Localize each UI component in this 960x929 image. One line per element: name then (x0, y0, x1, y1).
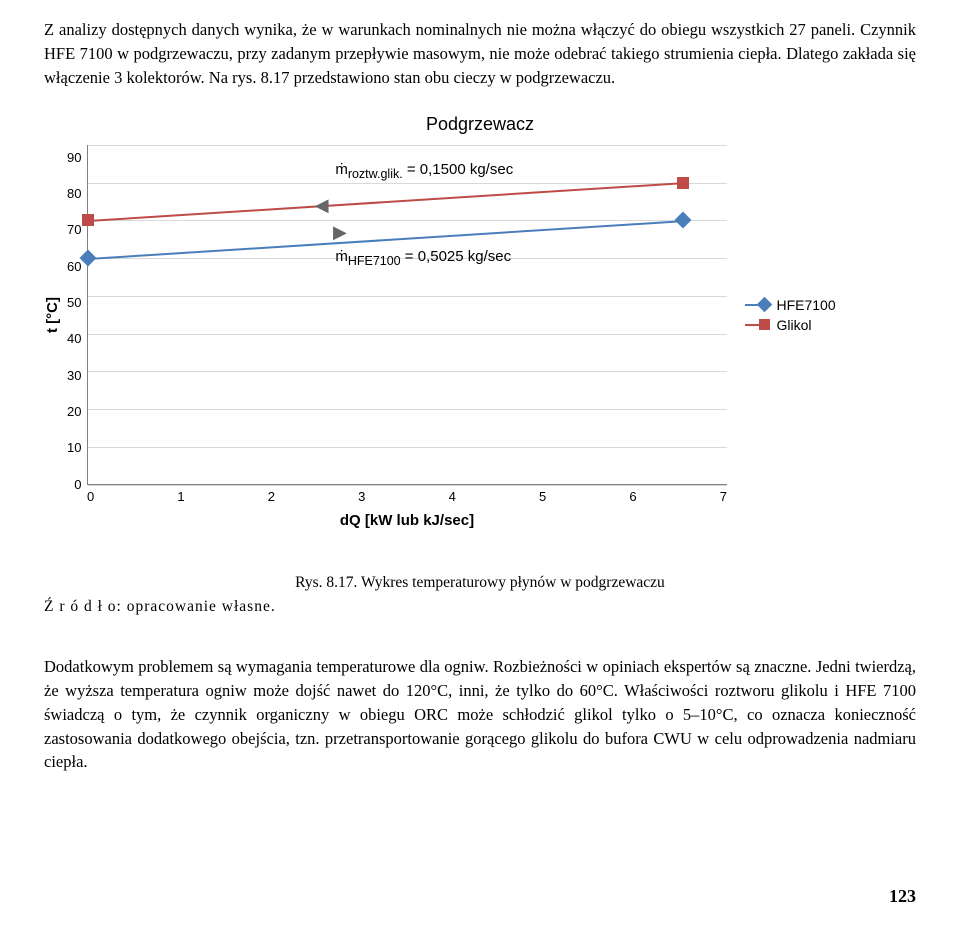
chart-yticks: 9080706050403020100 (67, 145, 81, 485)
chart-legend: HFE7100 Glikol (745, 293, 835, 337)
chart-xlabel: dQ [kW lub kJ/sec] (87, 512, 727, 529)
chart-series-line (88, 183, 682, 223)
chart-marker (674, 212, 691, 229)
legend-label: HFE7100 (776, 297, 835, 313)
chart-marker (82, 214, 94, 226)
figure-caption-block: Rys. 8.17. Wykres temperaturowy płynów w… (44, 571, 916, 619)
chart-container: Podgrzewacz t [°C] 9080706050403020100 ṁ… (44, 114, 916, 529)
legend-label: Glikol (776, 317, 811, 333)
chart-xticks: 01234567 (87, 485, 727, 504)
chart-plot-area: ṁroztw.glik. = 0,1500 kg/sec ṁHFE7100 = 0… (87, 145, 727, 485)
figure-caption: Rys. 8.17. Wykres temperaturowy płynów w… (44, 571, 916, 595)
intro-paragraph: Z analizy dostępnych danych wynika, że w… (44, 18, 916, 90)
chart-arrow: ◀ (315, 196, 329, 214)
chart-ylabel: t [°C] (44, 297, 61, 333)
chart-title: Podgrzewacz (44, 114, 916, 135)
closing-paragraph: Dodatkowym problemem są wymagania temper… (44, 655, 916, 775)
chart-marker (677, 177, 689, 189)
legend-item: Glikol (745, 317, 835, 333)
chart-annotation: ṁroztw.glik. = 0,1500 kg/sec (335, 161, 513, 181)
legend-item: HFE7100 (745, 297, 835, 313)
figure-source: Ź r ó d ł o: opracowanie własne. (44, 595, 916, 619)
chart-marker (80, 250, 97, 267)
chart-arrow: ▶ (333, 223, 347, 241)
page-number: 123 (889, 886, 916, 907)
chart-annotation: ṁHFE7100 = 0,5025 kg/sec (335, 248, 511, 268)
